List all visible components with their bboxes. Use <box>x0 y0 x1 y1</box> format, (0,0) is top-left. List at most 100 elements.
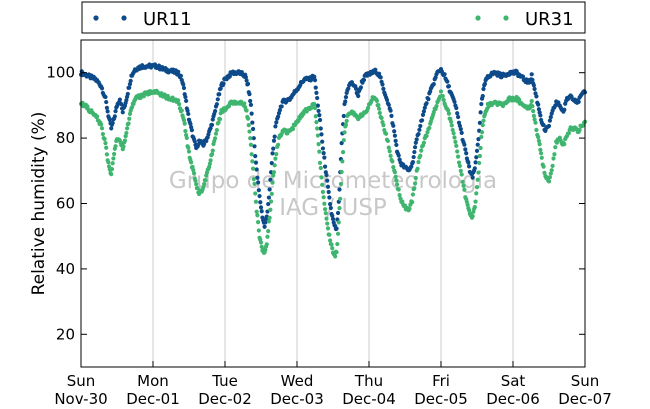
data-point <box>480 123 485 128</box>
data-point <box>315 95 320 101</box>
data-point <box>464 151 469 156</box>
data-point <box>470 175 475 180</box>
data-point <box>337 187 342 192</box>
data-point <box>210 148 215 153</box>
data-point <box>207 161 212 166</box>
data-point <box>477 153 482 159</box>
data-point <box>466 160 471 165</box>
data-point <box>547 175 553 180</box>
data-point <box>538 151 544 156</box>
data-point <box>478 110 483 115</box>
data-point <box>315 133 320 138</box>
data-point <box>317 160 323 165</box>
data-point <box>413 140 418 145</box>
data-point <box>218 86 223 91</box>
data-point <box>338 196 343 201</box>
data-point <box>270 151 275 156</box>
data-point <box>320 139 325 144</box>
data-point <box>420 112 426 117</box>
legend: UR11 UR31 <box>81 1 586 34</box>
x-tick-date-label: Dec-01 <box>126 390 180 408</box>
data-point <box>274 120 279 125</box>
data-point <box>256 220 261 225</box>
data-point <box>424 101 429 106</box>
data-point <box>213 109 218 114</box>
data-point <box>335 241 340 247</box>
data-point <box>253 154 258 159</box>
data-point <box>103 141 108 146</box>
data-point <box>319 132 324 137</box>
data-point <box>475 142 480 147</box>
data-point <box>124 130 129 136</box>
data-point <box>520 74 526 79</box>
x-tick-date-label: Dec-02 <box>198 390 252 408</box>
data-point <box>325 184 331 189</box>
data-point <box>536 138 542 143</box>
data-point <box>290 126 296 132</box>
data-point <box>474 185 480 190</box>
data-point <box>190 164 195 170</box>
data-point <box>392 133 398 138</box>
legend-frame <box>81 1 586 34</box>
data-point <box>208 126 213 131</box>
data-point <box>394 182 400 187</box>
data-point <box>450 127 455 133</box>
data-point <box>183 128 188 134</box>
data-point <box>576 99 581 104</box>
data-point <box>547 118 553 123</box>
data-point <box>271 173 276 178</box>
data-point <box>189 128 194 133</box>
data-point <box>120 110 125 115</box>
data-point <box>321 151 326 156</box>
data-point <box>209 152 215 157</box>
data-point <box>454 105 459 111</box>
data-point <box>334 250 339 255</box>
data-point <box>536 102 541 107</box>
data-point <box>339 141 344 146</box>
data-point <box>533 120 538 125</box>
data-point <box>343 99 348 104</box>
data-point <box>431 110 436 115</box>
data-point <box>329 242 334 247</box>
data-point <box>266 195 272 200</box>
data-point <box>341 138 346 143</box>
data-point <box>313 85 318 90</box>
data-point <box>184 135 189 141</box>
data-point <box>178 73 183 78</box>
data-point <box>426 96 431 102</box>
data-point <box>250 166 256 171</box>
data-point <box>326 189 331 195</box>
data-point <box>317 113 322 118</box>
data-point <box>267 187 272 192</box>
data-point <box>252 181 257 187</box>
data-point <box>189 160 194 165</box>
data-point <box>539 155 544 160</box>
data-point <box>377 110 382 116</box>
data-point <box>452 99 457 104</box>
data-point <box>473 199 478 204</box>
data-point <box>323 211 328 216</box>
data-point <box>327 195 332 200</box>
data-point <box>318 126 323 131</box>
data-point <box>319 175 324 180</box>
data-point <box>202 181 207 187</box>
data-points <box>78 62 588 259</box>
data-point <box>346 86 351 91</box>
data-point <box>249 152 254 157</box>
data-point <box>386 102 391 107</box>
data-point <box>328 238 333 243</box>
y-tick-label: 20 <box>56 325 75 343</box>
y-axis-title: Relative humidity (%) <box>29 112 49 296</box>
data-point <box>111 156 116 161</box>
data-point <box>454 143 459 148</box>
data-point <box>373 67 378 72</box>
data-point <box>109 167 115 172</box>
data-point <box>333 254 338 259</box>
data-point <box>209 122 215 128</box>
data-point <box>268 207 273 212</box>
data-point <box>270 180 275 185</box>
data-point <box>325 178 330 183</box>
data-point <box>266 229 271 234</box>
data-point <box>94 114 100 119</box>
data-point <box>389 113 394 118</box>
